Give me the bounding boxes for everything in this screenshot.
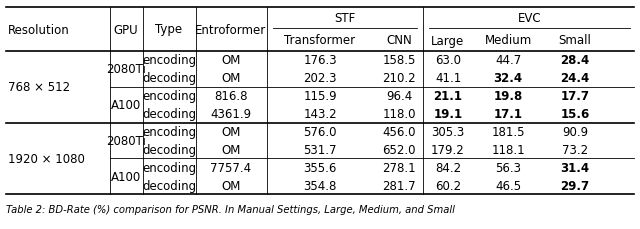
Text: 816.8: 816.8 [214, 90, 248, 103]
Text: 202.3: 202.3 [303, 72, 337, 85]
Text: encoding: encoding [142, 54, 196, 67]
Text: 456.0: 456.0 [382, 125, 416, 138]
Text: 1920 × 1080: 1920 × 1080 [8, 152, 85, 165]
Text: 768 × 512: 768 × 512 [8, 81, 70, 94]
Text: 32.4: 32.4 [493, 72, 523, 85]
Text: 73.2: 73.2 [562, 143, 588, 156]
Text: A100: A100 [111, 170, 141, 183]
Text: Medium: Medium [484, 34, 532, 47]
Text: decoding: decoding [142, 179, 196, 192]
Text: 179.2: 179.2 [431, 143, 465, 156]
Text: 305.3: 305.3 [431, 125, 465, 138]
Text: Small: Small [559, 34, 591, 47]
Text: OM: OM [221, 179, 241, 192]
Text: 21.1: 21.1 [433, 90, 463, 103]
Text: 84.2: 84.2 [435, 161, 461, 174]
Text: Entroformer: Entroformer [195, 23, 267, 36]
Text: OM: OM [221, 125, 241, 138]
Text: 63.0: 63.0 [435, 54, 461, 67]
Text: 28.4: 28.4 [561, 54, 589, 67]
Text: encoding: encoding [142, 90, 196, 103]
Text: 19.1: 19.1 [433, 108, 463, 120]
Text: 56.3: 56.3 [495, 161, 521, 174]
Text: 4361.9: 4361.9 [211, 108, 252, 120]
Text: OM: OM [221, 72, 241, 85]
Text: 17.1: 17.1 [493, 108, 522, 120]
Text: 2080Ti: 2080Ti [106, 134, 146, 147]
Text: 354.8: 354.8 [303, 179, 337, 192]
Text: OM: OM [221, 54, 241, 67]
Text: Resolution: Resolution [8, 23, 70, 36]
Text: GPU: GPU [114, 23, 138, 36]
Text: Table 2: BD-Rate (%) comparison for PSNR. In Manual Settings, Large, Medium, and: Table 2: BD-Rate (%) comparison for PSNR… [6, 204, 455, 214]
Text: 181.5: 181.5 [492, 125, 525, 138]
Text: 355.6: 355.6 [303, 161, 337, 174]
Text: 7757.4: 7757.4 [211, 161, 252, 174]
Text: EVC: EVC [518, 12, 541, 25]
Text: 44.7: 44.7 [495, 54, 521, 67]
Text: Transformer: Transformer [284, 34, 356, 47]
Text: 60.2: 60.2 [435, 179, 461, 192]
Text: 210.2: 210.2 [382, 72, 416, 85]
Text: Large: Large [431, 34, 465, 47]
Text: OM: OM [221, 143, 241, 156]
Text: decoding: decoding [142, 72, 196, 85]
Text: 531.7: 531.7 [303, 143, 337, 156]
Text: 31.4: 31.4 [561, 161, 589, 174]
Text: 17.7: 17.7 [561, 90, 589, 103]
Text: 278.1: 278.1 [382, 161, 416, 174]
Text: 90.9: 90.9 [562, 125, 588, 138]
Text: decoding: decoding [142, 143, 196, 156]
Text: 46.5: 46.5 [495, 179, 521, 192]
Text: 118.1: 118.1 [491, 143, 525, 156]
Text: 24.4: 24.4 [561, 72, 589, 85]
Text: 2080Ti: 2080Ti [106, 63, 146, 76]
Text: 281.7: 281.7 [382, 179, 416, 192]
Text: 96.4: 96.4 [386, 90, 412, 103]
Text: 143.2: 143.2 [303, 108, 337, 120]
Text: 652.0: 652.0 [382, 143, 416, 156]
Text: 29.7: 29.7 [561, 179, 589, 192]
Text: 158.5: 158.5 [382, 54, 416, 67]
Text: 576.0: 576.0 [303, 125, 337, 138]
Text: 115.9: 115.9 [303, 90, 337, 103]
Text: 176.3: 176.3 [303, 54, 337, 67]
Text: 41.1: 41.1 [435, 72, 461, 85]
Text: decoding: decoding [142, 108, 196, 120]
Text: 118.0: 118.0 [382, 108, 416, 120]
Text: A100: A100 [111, 99, 141, 112]
Text: 15.6: 15.6 [561, 108, 589, 120]
Text: STF: STF [334, 12, 356, 25]
Text: Type: Type [156, 23, 182, 36]
Text: CNN: CNN [386, 34, 412, 47]
Text: encoding: encoding [142, 125, 196, 138]
Text: 19.8: 19.8 [493, 90, 523, 103]
Text: encoding: encoding [142, 161, 196, 174]
